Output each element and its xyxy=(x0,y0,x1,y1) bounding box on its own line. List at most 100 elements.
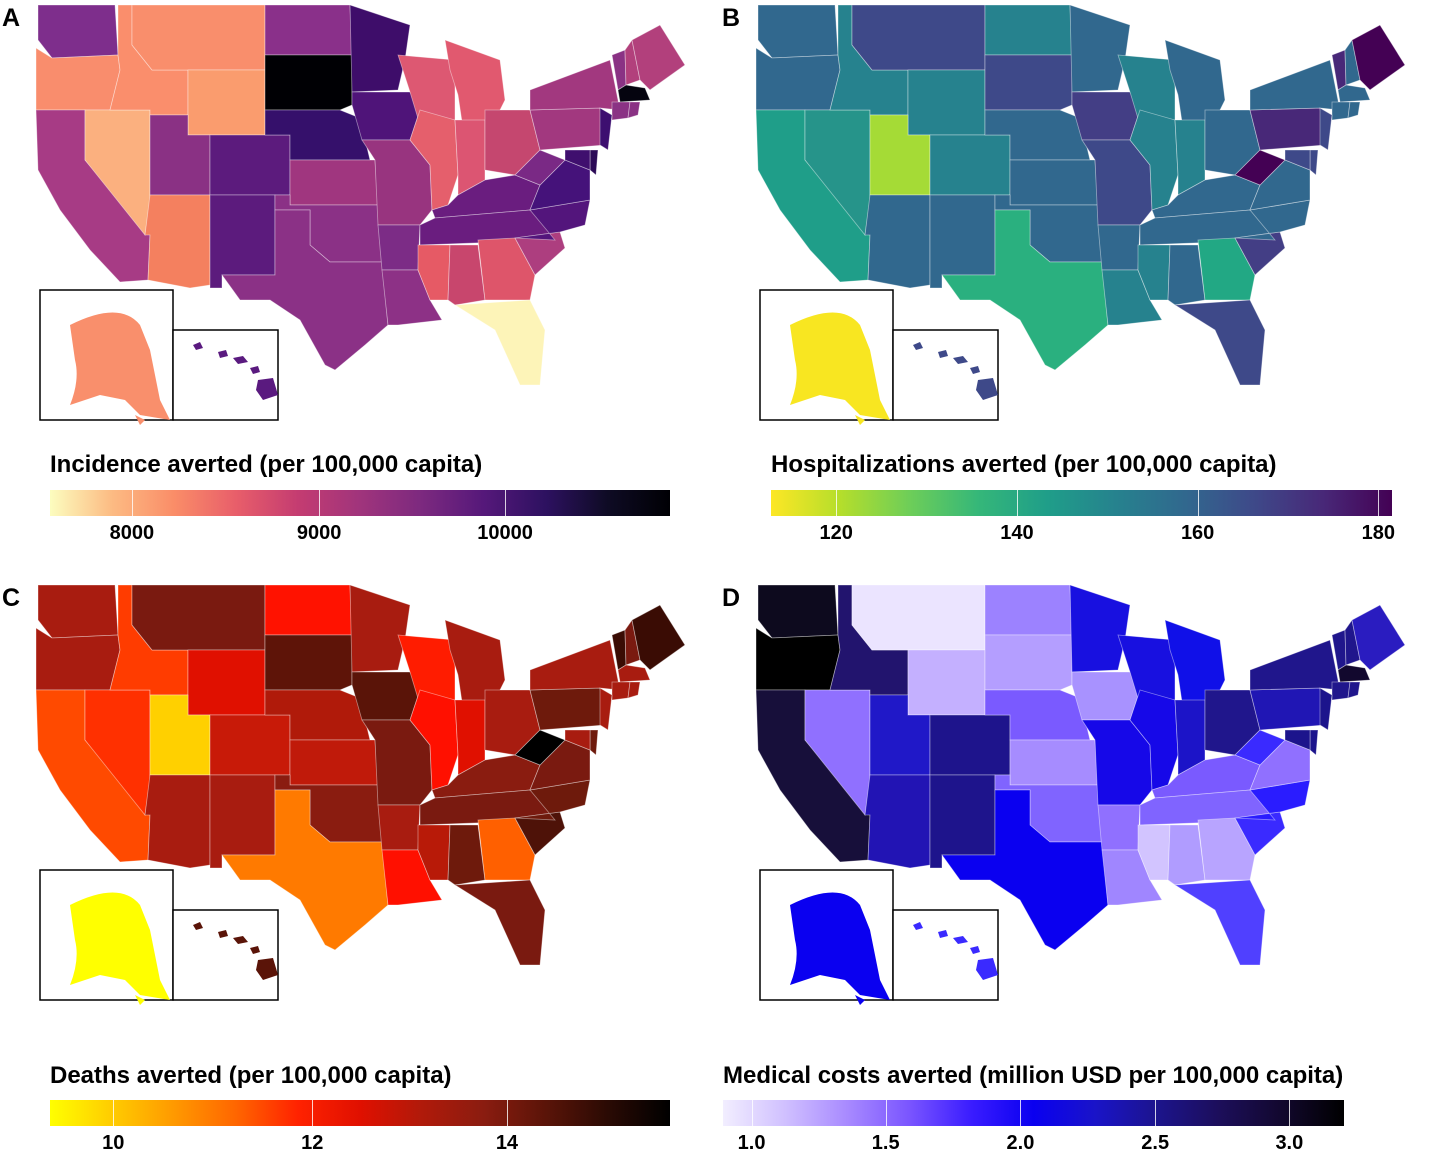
colorbar-tick xyxy=(1378,490,1380,516)
state-co xyxy=(929,714,1011,776)
colorbar-tick xyxy=(1155,1100,1157,1126)
state-md xyxy=(1284,149,1311,171)
state-pa xyxy=(1249,107,1326,151)
colorbar-tick xyxy=(885,1100,887,1126)
state-ar xyxy=(377,224,421,271)
colorbar-title: Deaths averted (per 100,000 capita) xyxy=(50,1062,452,1089)
state-wa xyxy=(37,584,119,639)
state-az xyxy=(144,774,211,869)
state-ks xyxy=(289,159,379,206)
state-me xyxy=(1351,24,1406,91)
state-ct xyxy=(1331,681,1351,701)
state-nj xyxy=(599,107,613,151)
colorbar-title: Hospitalizations averted (per 100,000 ca… xyxy=(771,451,1277,478)
state-fl xyxy=(1173,299,1266,386)
state-al xyxy=(447,824,486,886)
state-fl xyxy=(1173,879,1266,966)
colorbar-tick xyxy=(319,490,321,516)
state-nm xyxy=(929,194,996,289)
state-nm xyxy=(929,774,996,869)
state-ak xyxy=(70,892,170,1005)
colorbar-tick-label: 9000 xyxy=(296,522,342,544)
state-de xyxy=(1309,729,1319,756)
state-mn xyxy=(1069,4,1131,93)
state-ia xyxy=(351,671,421,721)
state-ar xyxy=(1097,804,1141,851)
state-or xyxy=(35,47,121,111)
state-ny xyxy=(1249,639,1341,691)
state-wy xyxy=(187,69,266,136)
state-hi xyxy=(913,922,998,980)
state-de xyxy=(589,729,599,756)
state-fl xyxy=(453,299,546,386)
colorbar-tick-label: 1.0 xyxy=(737,1132,766,1154)
colorbar-gradient xyxy=(50,1100,670,1126)
state-co xyxy=(929,134,1011,196)
state-group xyxy=(35,4,686,386)
state-ga xyxy=(1197,237,1256,301)
state-hi xyxy=(193,922,278,980)
state-sd xyxy=(984,634,1073,691)
state-ri xyxy=(627,681,641,699)
state-al xyxy=(447,244,486,306)
state-wy xyxy=(907,649,986,716)
state-nd xyxy=(264,4,353,56)
colorbar-tick xyxy=(1289,1100,1291,1126)
state-ri xyxy=(1347,681,1361,699)
us-map-medical-costs xyxy=(755,584,1406,1005)
state-md xyxy=(564,149,591,171)
colorbar-tick xyxy=(751,1100,753,1126)
state-mn xyxy=(349,584,411,673)
colorbar-tick-label: 14 xyxy=(495,1132,519,1154)
state-or xyxy=(755,47,841,111)
state-group xyxy=(35,584,686,966)
colorbar-tick-label: 10 xyxy=(102,1132,125,1154)
colorbar-gradient xyxy=(771,490,1392,516)
state-ny xyxy=(529,639,621,691)
state-de xyxy=(589,149,599,176)
colorbar-tick xyxy=(505,490,507,516)
state-ms xyxy=(1137,824,1171,881)
state-ma xyxy=(1337,664,1371,683)
colorbar-ticks: 10 12 14 xyxy=(50,1100,670,1154)
state-fl xyxy=(453,879,546,966)
state-hi xyxy=(913,342,998,400)
colorbar-ticks: 1.0 1.5 2.0 2.5 3.0 xyxy=(723,1100,1344,1154)
colorbar-tick-label: 8000 xyxy=(109,522,155,544)
colorbar-tick xyxy=(1020,1100,1022,1126)
state-nm xyxy=(209,774,276,869)
state-ar xyxy=(1097,224,1141,271)
colorbar-title: Incidence averted (per 100,000 capita) xyxy=(50,451,483,478)
state-ma xyxy=(617,664,651,683)
state-az xyxy=(144,194,211,289)
colorbar-gradient xyxy=(723,1100,1344,1126)
panel-letter: D xyxy=(722,584,741,612)
state-nj xyxy=(1319,687,1333,731)
state-pa xyxy=(529,107,606,151)
colorbar-tick-label: 2.0 xyxy=(1006,1132,1035,1154)
state-co xyxy=(209,134,291,196)
colorbar-tick-label: 2.5 xyxy=(1141,1132,1170,1154)
state-ma xyxy=(617,84,651,103)
state-ga xyxy=(477,237,536,301)
panel-letter: B xyxy=(722,4,741,32)
state-ak xyxy=(790,892,890,1005)
colorbar-tick-label: 10000 xyxy=(477,522,533,544)
state-az xyxy=(864,194,931,289)
state-ak xyxy=(70,312,170,425)
state-sd xyxy=(984,54,1073,111)
state-pa xyxy=(1249,687,1326,731)
state-ri xyxy=(1347,101,1361,119)
colorbar-tick-label: 3.0 xyxy=(1275,1132,1304,1154)
colorbar-tick xyxy=(836,490,838,516)
state-ma xyxy=(1337,84,1371,103)
panel-deaths: C Deaths averted (per 100,000 capita) 10… xyxy=(0,580,720,1160)
state-nj xyxy=(599,687,613,731)
state-mn xyxy=(1069,584,1131,673)
state-ms xyxy=(417,824,451,881)
us-map-hospitalizations xyxy=(755,4,1406,425)
state-md xyxy=(564,729,591,751)
state-mt xyxy=(851,584,986,651)
state-me xyxy=(631,604,686,671)
state-ms xyxy=(417,244,451,301)
